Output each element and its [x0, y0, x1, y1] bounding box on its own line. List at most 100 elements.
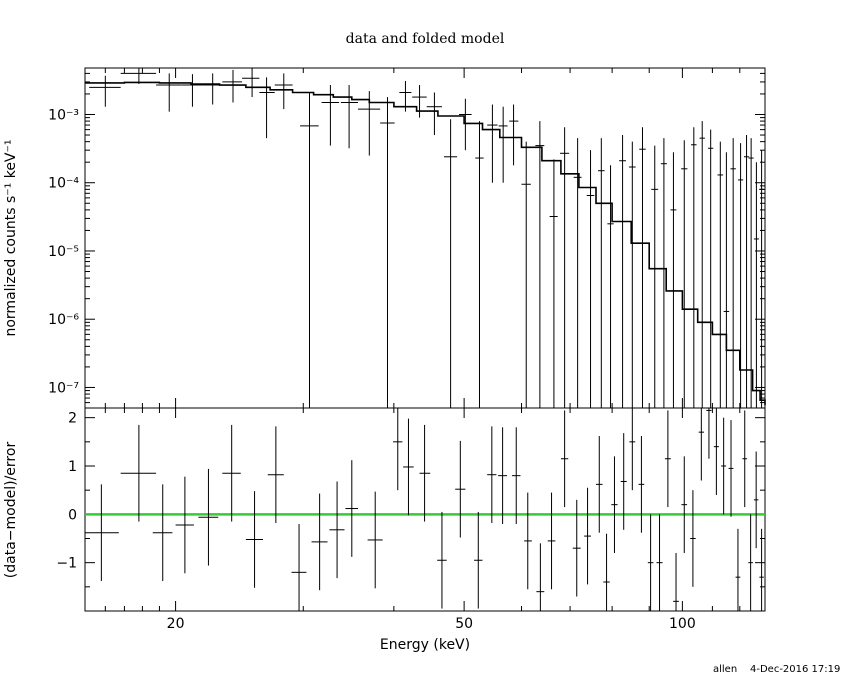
residual-point — [584, 487, 591, 585]
residual-point — [620, 433, 627, 530]
data-point — [607, 165, 614, 408]
data-point — [743, 135, 750, 408]
top-y-tick-label: 10⁻⁵ — [48, 244, 79, 260]
residual-point — [152, 484, 173, 582]
residual-point — [647, 514, 654, 611]
data-point — [737, 143, 744, 408]
folded-model-step-line — [85, 81, 766, 406]
x-tick-label: 50 — [455, 616, 473, 632]
data-point — [660, 138, 667, 408]
residual-point — [759, 528, 764, 611]
residual-point — [403, 418, 414, 516]
model-step-path — [85, 81, 766, 406]
residual-point — [487, 426, 497, 524]
residual-point — [742, 410, 748, 508]
x-tick-label: 20 — [167, 616, 185, 632]
data-point — [259, 77, 275, 139]
residual-point — [706, 408, 712, 459]
residual-point — [547, 492, 556, 590]
spectrum-data-points — [89, 68, 765, 408]
data-point — [426, 92, 442, 136]
residual-point — [120, 424, 157, 522]
data-point — [598, 138, 605, 408]
data-point — [156, 73, 182, 112]
data-point — [274, 73, 293, 110]
residual-point — [291, 524, 307, 611]
bottom-y-tick-label: 0 — [68, 507, 77, 523]
data-point — [681, 140, 688, 408]
top-y-tick-labels: 10⁻³ 10⁻⁴ 10⁻⁵ 10⁻⁶ 10⁻⁷ — [48, 107, 79, 396]
residual-point — [498, 427, 508, 524]
data-point — [509, 104, 519, 166]
data-point — [748, 138, 754, 408]
data-point — [202, 73, 223, 105]
residual-point — [572, 499, 581, 597]
residual-point — [198, 468, 219, 566]
top-y-tick-label: 10⁻⁴ — [48, 176, 79, 192]
residual-point — [603, 533, 610, 611]
data-point — [120, 68, 157, 84]
data-point — [723, 152, 730, 408]
data-point — [181, 74, 203, 107]
data-point — [340, 85, 359, 149]
data-point — [759, 150, 765, 408]
data-point — [619, 135, 626, 408]
data-point — [412, 85, 427, 118]
residual-point — [721, 417, 727, 515]
data-point — [380, 97, 395, 408]
residual-point — [638, 436, 645, 533]
bottom-y-tick-label: −1 — [56, 556, 77, 572]
data-point — [459, 98, 472, 151]
footer-timestamp: 4-Dec-2016 17:19 — [750, 664, 840, 675]
residual-point — [735, 528, 741, 611]
data-point — [691, 127, 697, 408]
data-point — [708, 129, 714, 408]
residual-point — [753, 451, 759, 549]
bottom-y-tick-label: 2 — [68, 411, 77, 427]
data-point — [498, 106, 508, 183]
residual-point — [560, 410, 569, 508]
residual-point — [681, 456, 688, 553]
top-y-tick-label: 10⁻³ — [48, 107, 79, 123]
residual-point — [393, 408, 403, 491]
data-point — [521, 141, 531, 408]
data-point — [753, 162, 759, 408]
data-point — [89, 75, 121, 107]
residual-point — [345, 460, 359, 557]
residual-data-points — [85, 408, 764, 611]
residual-point — [664, 410, 671, 508]
residual-point — [474, 511, 483, 609]
bottom-tick-marks — [85, 408, 765, 612]
data-point — [222, 69, 243, 103]
footer-user: allen — [713, 664, 737, 675]
data-point — [358, 91, 381, 156]
residual-point — [698, 408, 704, 481]
bottom-y-tick-label: 1 — [68, 459, 77, 475]
top-plot-frame — [84, 67, 766, 409]
data-point — [242, 68, 260, 98]
residual-point — [595, 436, 603, 533]
data-point — [730, 138, 736, 408]
x-tick-labels: 20 50 100 — [167, 616, 696, 632]
residual-point — [690, 490, 696, 587]
residual-point — [511, 427, 521, 524]
top-tick-marks — [85, 68, 765, 409]
data-point — [573, 138, 582, 408]
residual-point — [536, 543, 545, 611]
data-point — [717, 141, 724, 408]
data-point — [628, 141, 636, 408]
top-y-tick-label: 10⁻⁶ — [48, 312, 79, 328]
data-point — [487, 104, 498, 183]
residual-point — [367, 491, 383, 589]
bottom-y-tick-labels: 2 1 0 −1 — [56, 411, 77, 572]
residual-point — [611, 456, 618, 553]
residual-point — [748, 514, 753, 611]
residual-point — [437, 511, 447, 609]
data-point — [639, 127, 646, 408]
residual-point — [311, 493, 328, 591]
residual-point — [713, 408, 719, 495]
data-point — [300, 92, 319, 408]
data-point — [651, 145, 659, 408]
residual-point — [175, 476, 194, 574]
